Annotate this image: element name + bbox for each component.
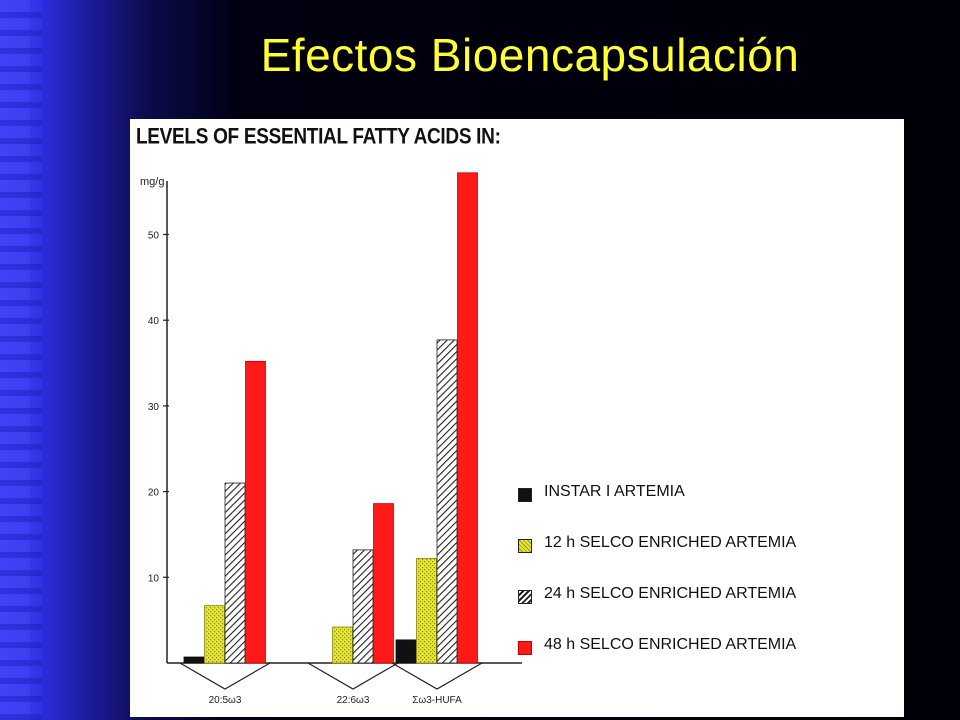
legend-swatch-24h [518, 590, 532, 604]
category-bracket [179, 662, 271, 690]
y-tick-label: 40 [148, 316, 160, 327]
slide-title: Efectos Bioencapsulación [260, 29, 800, 81]
slide-stripes-decoration [0, 0, 30, 720]
legend-label-12h: 12 h SELCO ENRICHED ARTEMIA [544, 534, 797, 551]
bar-chart: mg/g 10 20 30 40 50 20:5ω3 22:6ω3 Σω3-HUFA [140, 172, 522, 706]
chart-title: LEVELS OF ESSENTIAL FATTY ACIDS IN: [136, 125, 501, 150]
legend-item-48h: 48 h SELCO ENRICHED ARTEMIA [518, 632, 898, 683]
legend-item-24h: 24 h SELCO ENRICHED ARTEMIA [518, 581, 898, 632]
x-category-label: 20:5ω3 [209, 695, 242, 706]
bar-1-series-1 [183, 656, 205, 664]
slide-stripes-decoration-inner [30, 0, 42, 720]
legend: INSTAR I ARTEMIA 12 h SELCO ENRICHED ART… [518, 479, 898, 683]
legend-item-instar: INSTAR I ARTEMIA [518, 479, 898, 530]
bar-3-series-3 [436, 339, 458, 664]
bar-2-series-4 [373, 503, 394, 664]
y-axis-label: mg/g [140, 176, 164, 188]
legend-label-instar: INSTAR I ARTEMIA [544, 483, 685, 500]
bar-3-series-1 [395, 639, 417, 664]
legend-swatch-48h [518, 641, 532, 655]
bar-1-series-3 [224, 482, 246, 664]
bar-1-series-2 [204, 605, 225, 664]
y-tick-label: 50 [148, 231, 160, 242]
bar-2-series-3 [352, 549, 374, 664]
y-tick-label: 10 [148, 573, 160, 584]
x-category-label: Σω3-HUFA [412, 695, 462, 706]
bar-2-series-2 [332, 626, 353, 664]
x-category-label: 22:6ω3 [337, 695, 370, 706]
category-bracket [307, 662, 399, 690]
y-tick-label: 30 [148, 402, 160, 413]
legend-swatch-instar [518, 488, 532, 502]
legend-item-12h: 12 h SELCO ENRICHED ARTEMIA [518, 530, 898, 581]
legend-label-48h: 48 h SELCO ENRICHED ARTEMIA [544, 636, 797, 653]
y-tick-label: 20 [148, 488, 160, 499]
legend-swatch-12h [518, 539, 532, 553]
bar-3-series-4 [457, 172, 478, 664]
bar-1-series-4 [245, 360, 266, 664]
category-bracket [391, 662, 483, 690]
legend-label-24h: 24 h SELCO ENRICHED ARTEMIA [544, 585, 797, 602]
chart-panel: LEVELS OF ESSENTIAL FATTY ACIDS IN: mg/g… [130, 119, 904, 717]
bar-3-series-2 [416, 558, 437, 664]
